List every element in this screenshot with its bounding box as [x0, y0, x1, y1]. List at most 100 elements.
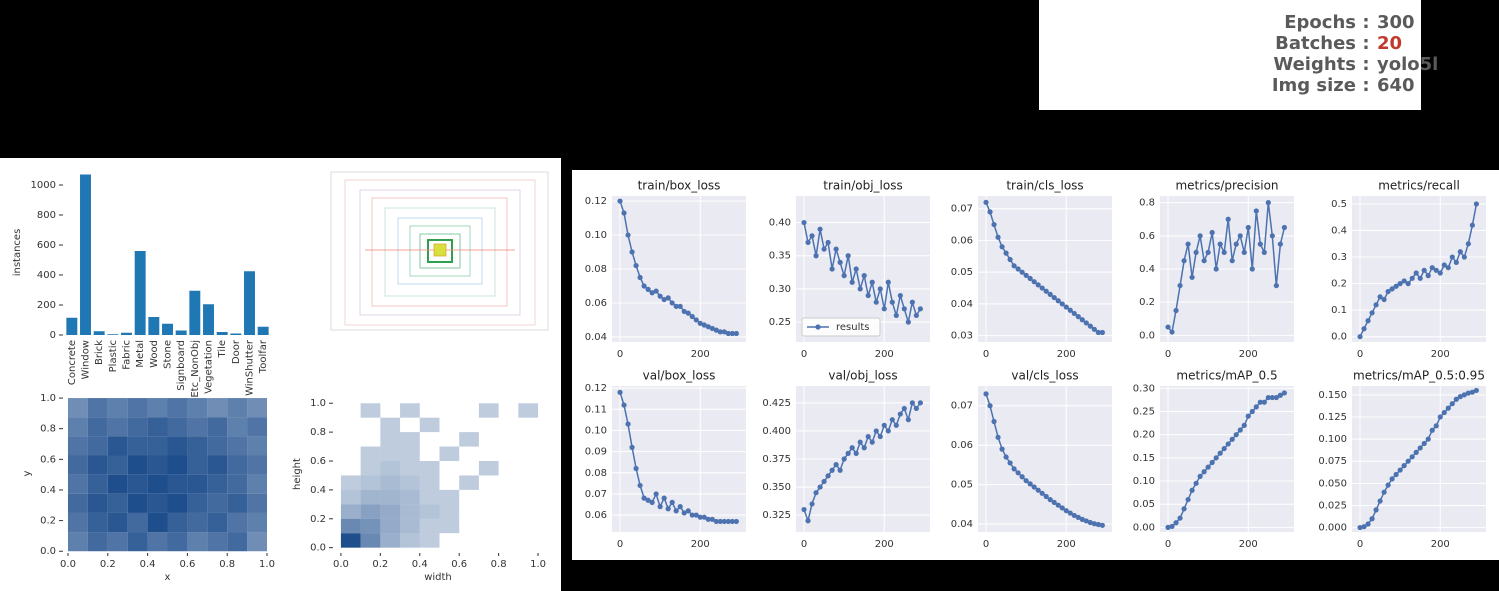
y-tick-label: 0.03 — [951, 331, 973, 342]
point — [689, 313, 695, 320]
chart-title: val/box_loss — [643, 369, 716, 383]
point — [1043, 493, 1049, 500]
point — [1181, 506, 1187, 512]
heat-cell — [127, 493, 148, 513]
y-tick-label: 0.150 — [1318, 390, 1347, 401]
point — [1071, 512, 1077, 519]
point — [1229, 436, 1235, 442]
x-tick-label: Toolfar — [258, 339, 269, 374]
heat-cell — [167, 512, 188, 533]
heat-cell — [87, 512, 108, 533]
heat-cell — [380, 461, 401, 476]
heat-cell — [207, 532, 228, 552]
point — [813, 253, 819, 259]
point — [1401, 463, 1407, 469]
heat-cell — [340, 475, 361, 490]
point — [893, 312, 899, 319]
heat-cell — [227, 532, 248, 552]
heat-cell — [107, 532, 128, 552]
point — [869, 439, 875, 445]
point — [833, 462, 839, 468]
point — [1185, 496, 1191, 503]
point — [1201, 258, 1207, 264]
x-tick-label: 200 — [1057, 539, 1076, 550]
x-tick-label: 0.4 — [412, 559, 428, 570]
line — [1167, 202, 1286, 334]
point — [661, 495, 667, 501]
heat-cell — [227, 493, 248, 513]
plot-background — [1160, 386, 1294, 532]
point — [1095, 521, 1101, 528]
point — [637, 274, 643, 281]
point — [1027, 481, 1033, 487]
y-tick-label: 0.06 — [585, 510, 607, 521]
heat-cell — [478, 461, 499, 476]
point — [701, 514, 707, 520]
point — [1209, 229, 1215, 236]
heat-cell — [187, 493, 208, 513]
heat-cell — [419, 489, 440, 505]
point — [901, 405, 907, 412]
heat-cell — [380, 489, 401, 505]
x-tick-label: 1.0 — [530, 559, 546, 570]
point — [1071, 310, 1077, 317]
heat-cell — [107, 436, 128, 456]
point — [665, 295, 671, 301]
point — [1067, 307, 1073, 313]
heat-cell — [107, 455, 128, 475]
heat-cell — [360, 489, 381, 505]
chart-title: val/cls_loss — [1011, 369, 1078, 383]
point — [845, 253, 851, 259]
heat-cell — [147, 512, 168, 533]
point — [637, 482, 643, 489]
bar — [107, 334, 119, 335]
point — [1027, 275, 1033, 282]
y-tick-label: 1.0 — [310, 398, 326, 409]
point — [837, 467, 843, 473]
point — [1453, 259, 1459, 265]
chart-title: train/box_loss — [638, 179, 721, 193]
heat-cell — [167, 436, 188, 456]
point — [1059, 505, 1065, 511]
heat-cell — [207, 474, 228, 494]
point — [1437, 414, 1443, 420]
point — [1265, 200, 1271, 206]
chart-title: train/cls_loss — [1006, 179, 1083, 193]
heat-cell — [67, 417, 88, 437]
heat-cell — [207, 512, 228, 533]
point — [1011, 466, 1017, 472]
bar — [80, 174, 91, 335]
point — [1043, 288, 1049, 294]
plot-background — [1352, 386, 1486, 532]
point — [857, 439, 863, 445]
heat-cell — [67, 436, 88, 456]
bbox — [419, 233, 461, 269]
x-tick-label: 200 — [1431, 539, 1450, 550]
bbox-overlay — [330, 171, 549, 331]
heat-cell — [127, 436, 148, 456]
point — [917, 400, 923, 406]
point — [881, 306, 887, 312]
y-tick-label: 0 — [50, 330, 56, 341]
bbox — [371, 197, 508, 307]
y-axis-label: height — [292, 458, 303, 490]
y-tick-label: 0.12 — [585, 383, 607, 394]
x-tick-label: 0 — [1165, 539, 1171, 550]
point — [733, 330, 739, 337]
point — [1265, 394, 1271, 401]
x-tick-label: 0 — [617, 349, 623, 360]
x-tick-label: 0.0 — [333, 559, 349, 570]
point — [1405, 458, 1411, 464]
y-tick-label: 0.25 — [769, 317, 791, 328]
point — [1169, 523, 1175, 530]
heat-cell — [147, 532, 168, 552]
point — [873, 428, 879, 434]
point — [681, 308, 687, 315]
x-tick-label: Plastic — [108, 340, 119, 372]
y-tick-label: 0.100 — [1318, 434, 1347, 445]
chart-title: metrics/precision — [1175, 179, 1278, 193]
point — [801, 506, 807, 513]
bar — [66, 317, 78, 335]
heat-cell — [247, 474, 268, 494]
point — [1209, 459, 1215, 466]
